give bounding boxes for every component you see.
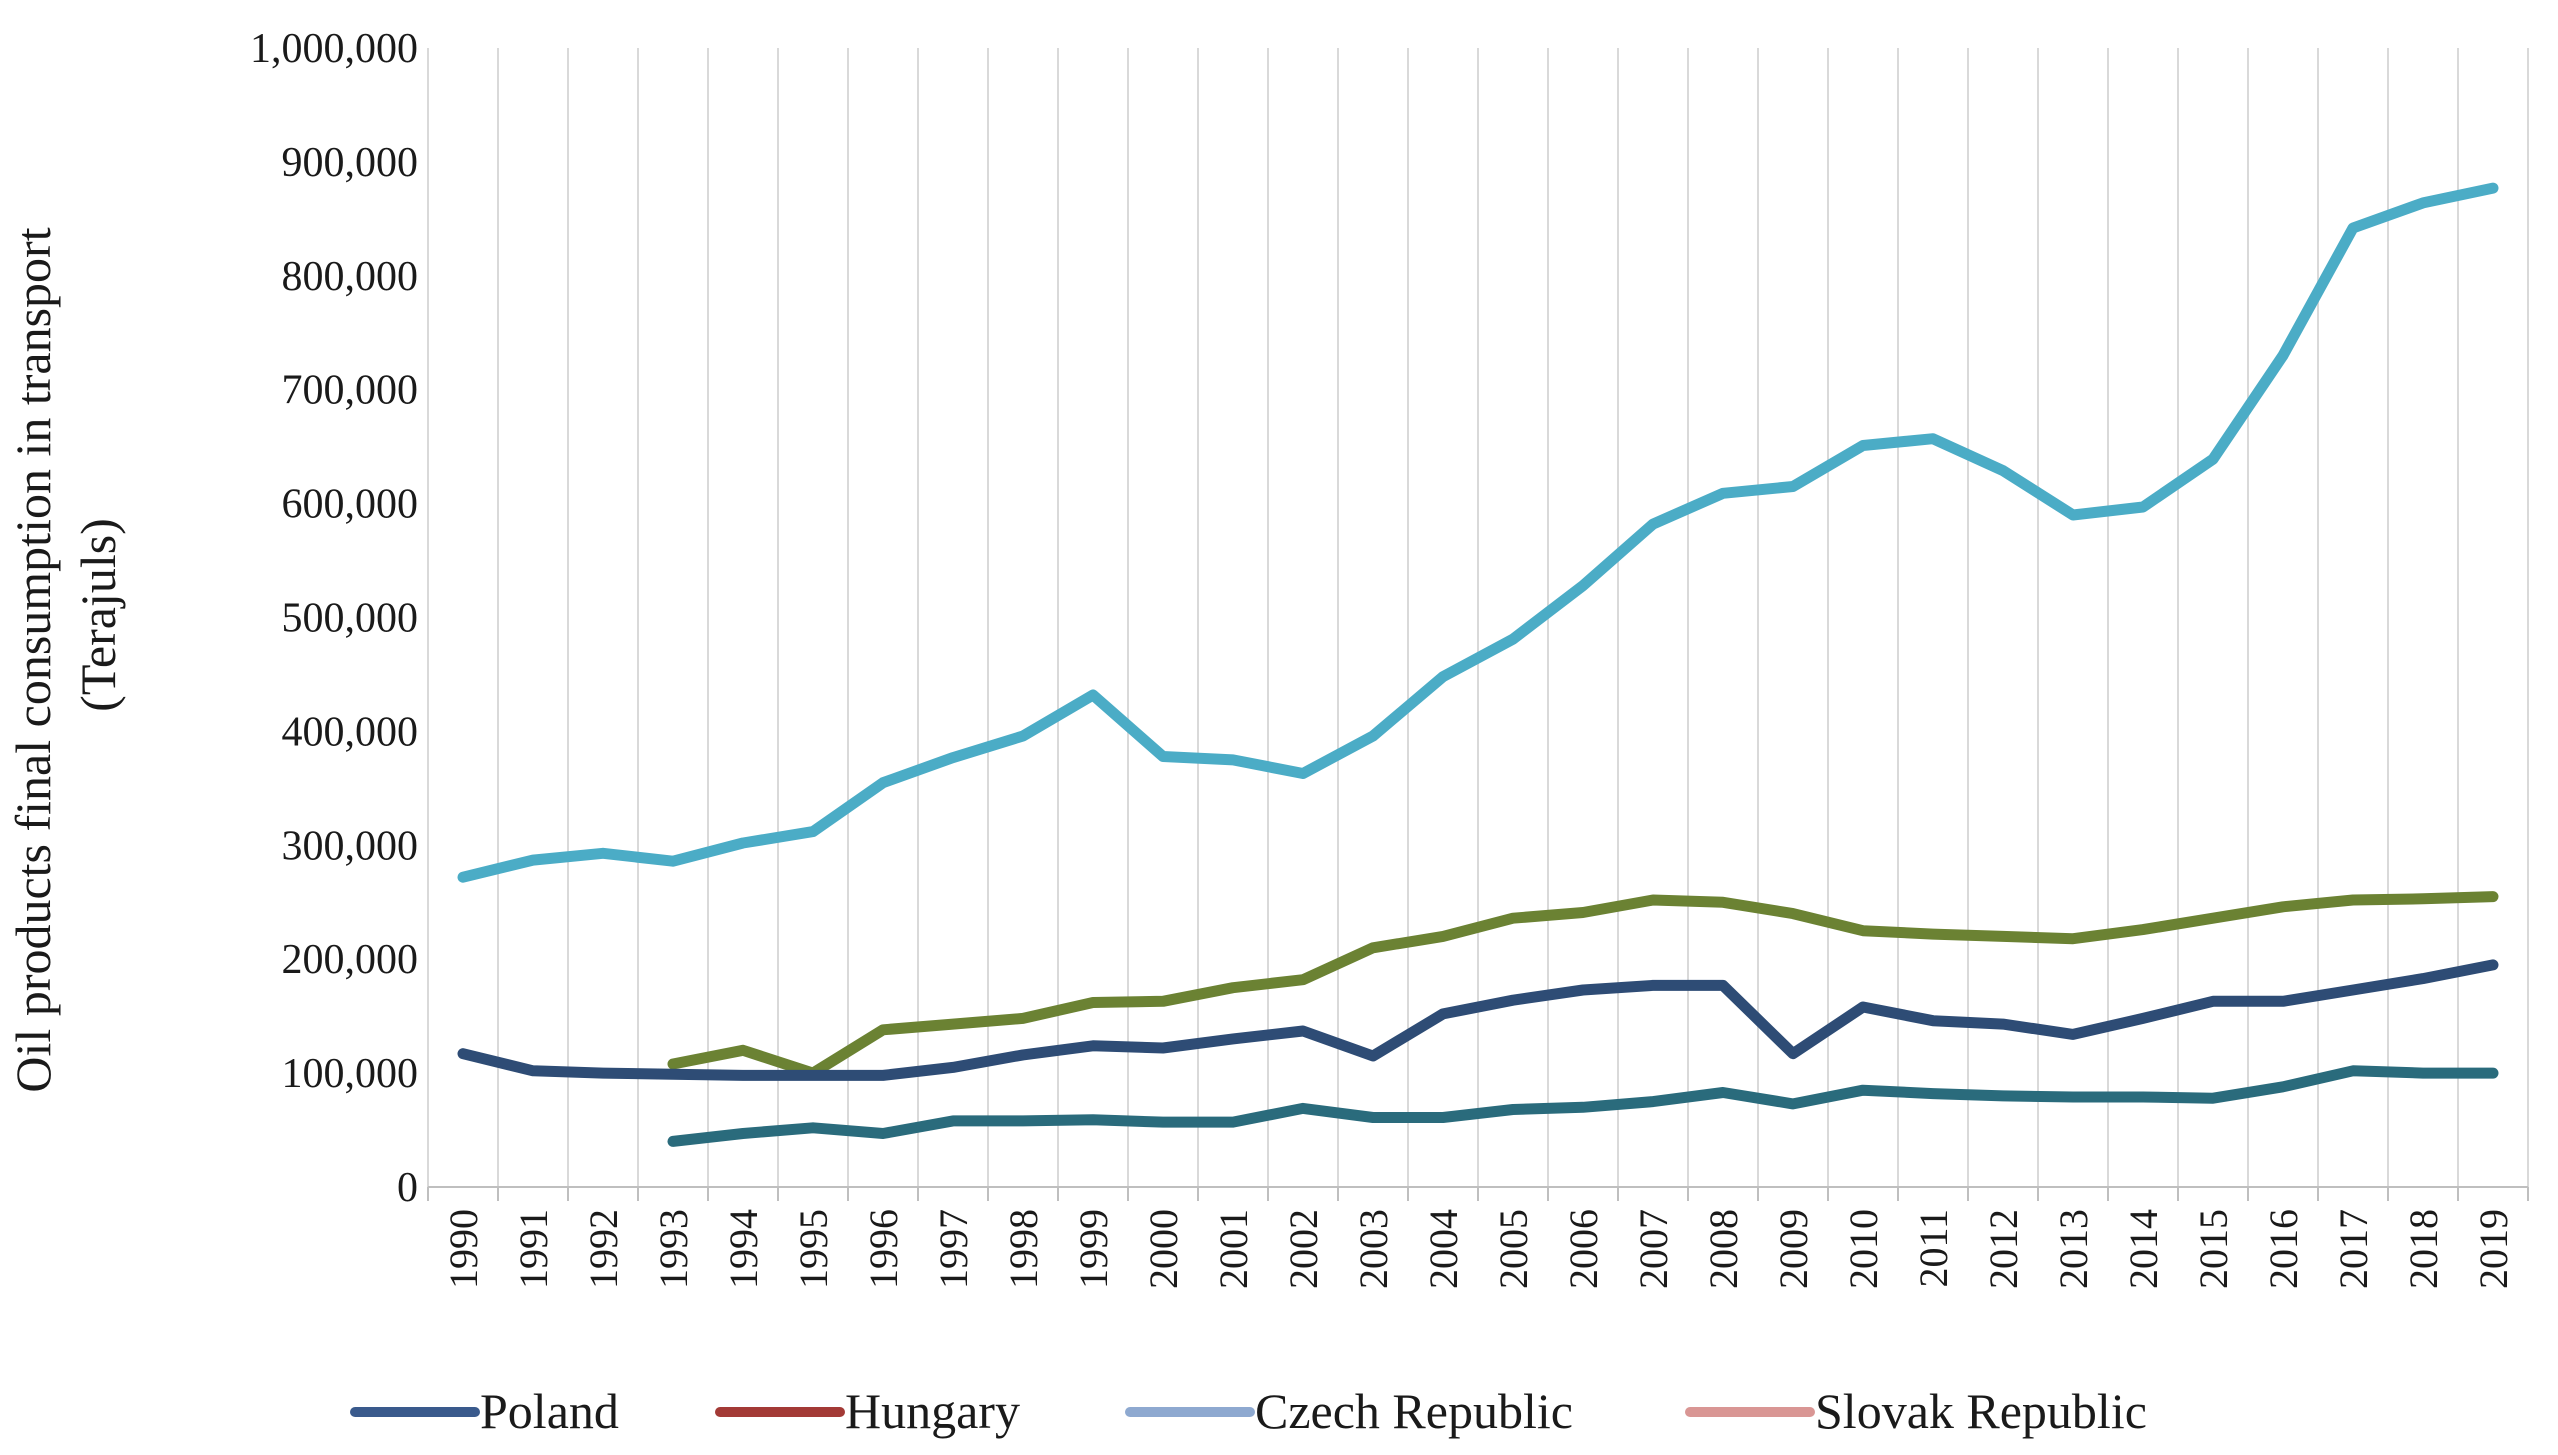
x-tick-label: 2016 (2261, 1209, 2306, 1289)
x-tick-label: 2003 (1351, 1209, 1396, 1289)
y-tick-label: 1,000,000 (250, 26, 418, 72)
y-tick-label: 700,000 (282, 368, 419, 414)
x-tick-label: 1998 (1001, 1209, 1046, 1289)
x-tick-label: 1997 (931, 1209, 976, 1289)
x-tick-label: 2001 (1211, 1209, 1256, 1289)
y-axis-tick-labels: 0 100,000 200,000 300,000 400,000 500,000 600,… (250, 26, 418, 1211)
y-tick-label: 200,000 (282, 937, 419, 983)
axes (427, 1186, 2529, 1201)
x-tick-label: 2012 (1981, 1209, 2026, 1289)
x-tick-label: 2000 (1141, 1209, 1186, 1289)
x-tick-label: 2014 (2121, 1209, 2166, 1289)
y-tick-label: 0 (397, 1165, 418, 1211)
legend-label: Slovak Republic (1815, 1383, 2147, 1439)
x-tick-label: 1992 (581, 1209, 626, 1289)
x-tick-label: 2006 (1561, 1209, 1606, 1289)
x-tick-label: 2011 (1911, 1209, 1956, 1288)
x-tick-label: 2019 (2471, 1209, 2516, 1289)
y-tick-label: 600,000 (282, 482, 419, 528)
legend-label: Czech Republic (1255, 1383, 1573, 1439)
x-tick-label: 1995 (791, 1209, 836, 1289)
x-tick-label: 1996 (861, 1209, 906, 1289)
vertical-gridlines (427, 48, 2529, 1187)
y-axis-title-line-2: (Terajuls) (70, 518, 126, 712)
y-tick-label: 100,000 (282, 1051, 419, 1097)
x-tick-label: 2005 (1491, 1209, 1536, 1289)
y-axis-title-line-1: Oil products final consumption in transp… (5, 227, 61, 1092)
x-tick-label: 1990 (441, 1209, 486, 1289)
x-tick-label: 2009 (1771, 1209, 1816, 1289)
y-tick-label: 800,000 (282, 254, 419, 300)
series-lines (457, 182, 2499, 1147)
x-tick-label: 2018 (2401, 1209, 2446, 1289)
y-tick-label: 500,000 (282, 596, 419, 642)
x-axis-tick-labels: 1990 1991 1992 1993 1994 1995 1996 1997 1998 1999… (441, 1209, 2516, 1289)
x-tick-label: 2017 (2331, 1209, 2376, 1289)
x-tick-label: 2004 (1421, 1209, 1466, 1289)
line-series-navy (457, 959, 2499, 1081)
legend-item: Hungary (715, 1383, 1020, 1439)
legend: Poland Hungary Czech Republic Slovak Republ… (350, 1383, 2147, 1439)
legend-item: Poland (350, 1383, 619, 1439)
x-tick-label: 2015 (2191, 1209, 2236, 1289)
line-series-green (667, 891, 2499, 1079)
x-tick-label: 2010 (1841, 1209, 1886, 1289)
x-tick-label: 1993 (651, 1209, 696, 1289)
legend-label: Hungary (845, 1383, 1020, 1439)
x-tick-label: 2008 (1701, 1209, 1746, 1289)
y-tick-label: 400,000 (282, 709, 419, 755)
x-tick-label: 2013 (2051, 1209, 2096, 1289)
x-tick-label: 2007 (1631, 1209, 1676, 1289)
legend-item: Czech Republic (1125, 1383, 1573, 1439)
y-tick-label: 900,000 (282, 140, 419, 186)
x-tick-label: 1994 (721, 1209, 766, 1289)
legend-label: Poland (480, 1383, 619, 1439)
x-tick-label: 1999 (1071, 1209, 1116, 1289)
x-tick-label: 1991 (511, 1209, 556, 1289)
y-tick-label: 300,000 (282, 823, 419, 869)
legend-item: Slovak Republic (1685, 1383, 2147, 1439)
x-tick-label: 2002 (1281, 1209, 1326, 1289)
line-series-cyan (457, 182, 2499, 883)
line-series-teal (667, 1065, 2499, 1147)
